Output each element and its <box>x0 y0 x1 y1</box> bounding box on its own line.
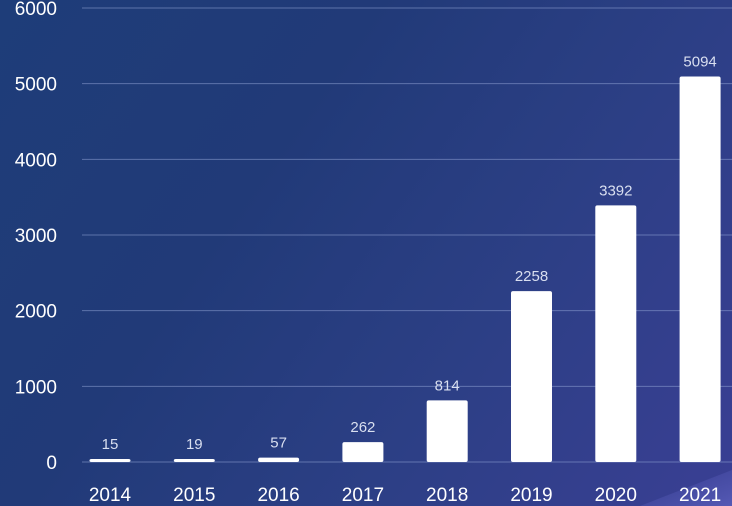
x-tick-label-2015: 2015 <box>173 485 215 506</box>
bar-2021 <box>679 76 721 462</box>
x-tick-label-2021: 2021 <box>679 485 721 506</box>
bars <box>89 76 721 462</box>
bar-2014 <box>89 459 131 462</box>
data-label-2015: 19 <box>186 436 203 453</box>
bar-2015 <box>173 459 215 462</box>
data-label-2016: 57 <box>270 435 287 452</box>
data-label-2020: 3392 <box>599 182 632 199</box>
y-tick-label: 6000 <box>15 0 57 20</box>
bar-2017 <box>342 442 384 462</box>
bar-2016 <box>258 457 300 462</box>
decorative-corner-shape <box>640 470 732 506</box>
data-labels: 15 19 57 262 814 2258 3392 5094 <box>102 54 717 453</box>
data-label-2019: 2258 <box>515 268 548 285</box>
x-tick-label-2014: 2014 <box>89 485 132 506</box>
y-tick-label: 3000 <box>15 226 57 247</box>
y-tick-label: 5000 <box>15 75 57 96</box>
y-axis-ticks: 0 1000 2000 3000 4000 5000 6000 <box>15 0 57 474</box>
bar-2020 <box>595 205 637 462</box>
bar-2018 <box>426 400 468 462</box>
x-tick-label-2017: 2017 <box>342 485 384 506</box>
data-label-2017: 262 <box>350 419 375 436</box>
y-tick-label: 1000 <box>15 377 57 398</box>
x-tick-label-2016: 2016 <box>257 485 299 506</box>
data-label-2018: 814 <box>435 377 460 394</box>
data-label-2014: 15 <box>102 436 119 453</box>
y-tick-label: 2000 <box>15 302 57 323</box>
y-tick-label: 4000 <box>15 150 57 171</box>
data-label-2021: 5094 <box>683 54 716 71</box>
bar-2019 <box>511 291 552 462</box>
x-tick-label-2020: 2020 <box>595 485 637 506</box>
x-tick-label-2018: 2018 <box>426 485 468 506</box>
y-tick-label: 0 <box>46 453 57 474</box>
x-tick-label-2019: 2019 <box>510 485 552 506</box>
x-axis-ticks: 2014 2015 2016 2017 2018 2019 2020 2021 <box>89 485 721 506</box>
